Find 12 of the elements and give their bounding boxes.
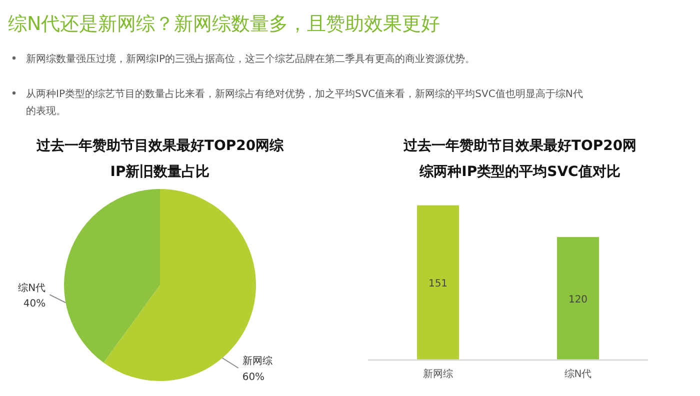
data-label: 120 [568,294,588,306]
data-label: 60% [242,372,265,384]
data-label: 151 [428,278,448,290]
pie-slice [64,189,160,363]
chart-title: 过去一年赞助节目效果最好TOP20网综两种IP类型的平均SVC值对比 [402,138,637,180]
text: 新网综数量强压过境，新网综IP的三强占据高位，这三个综艺品牌在第二季具有更高的商业资源优势。 [26,53,475,65]
text: 从两种IP类型的综艺节目的数量占比来看，新网综占有绝对优势，加之平均SVC值来看，新网综的平均SVC值也明显高于综N代的表现。 [26,88,583,117]
data-label: 40% [23,298,46,310]
text: 综N代还是新网综？新网综数量多，且赞助效果更好 [8,13,440,35]
slice-label: 综N代 [18,282,46,294]
slice-label: 新网综 [242,355,272,368]
chart-title: 过去一年赞助节目效果最好TOP20网综IP新旧数量占比 [35,137,285,180]
